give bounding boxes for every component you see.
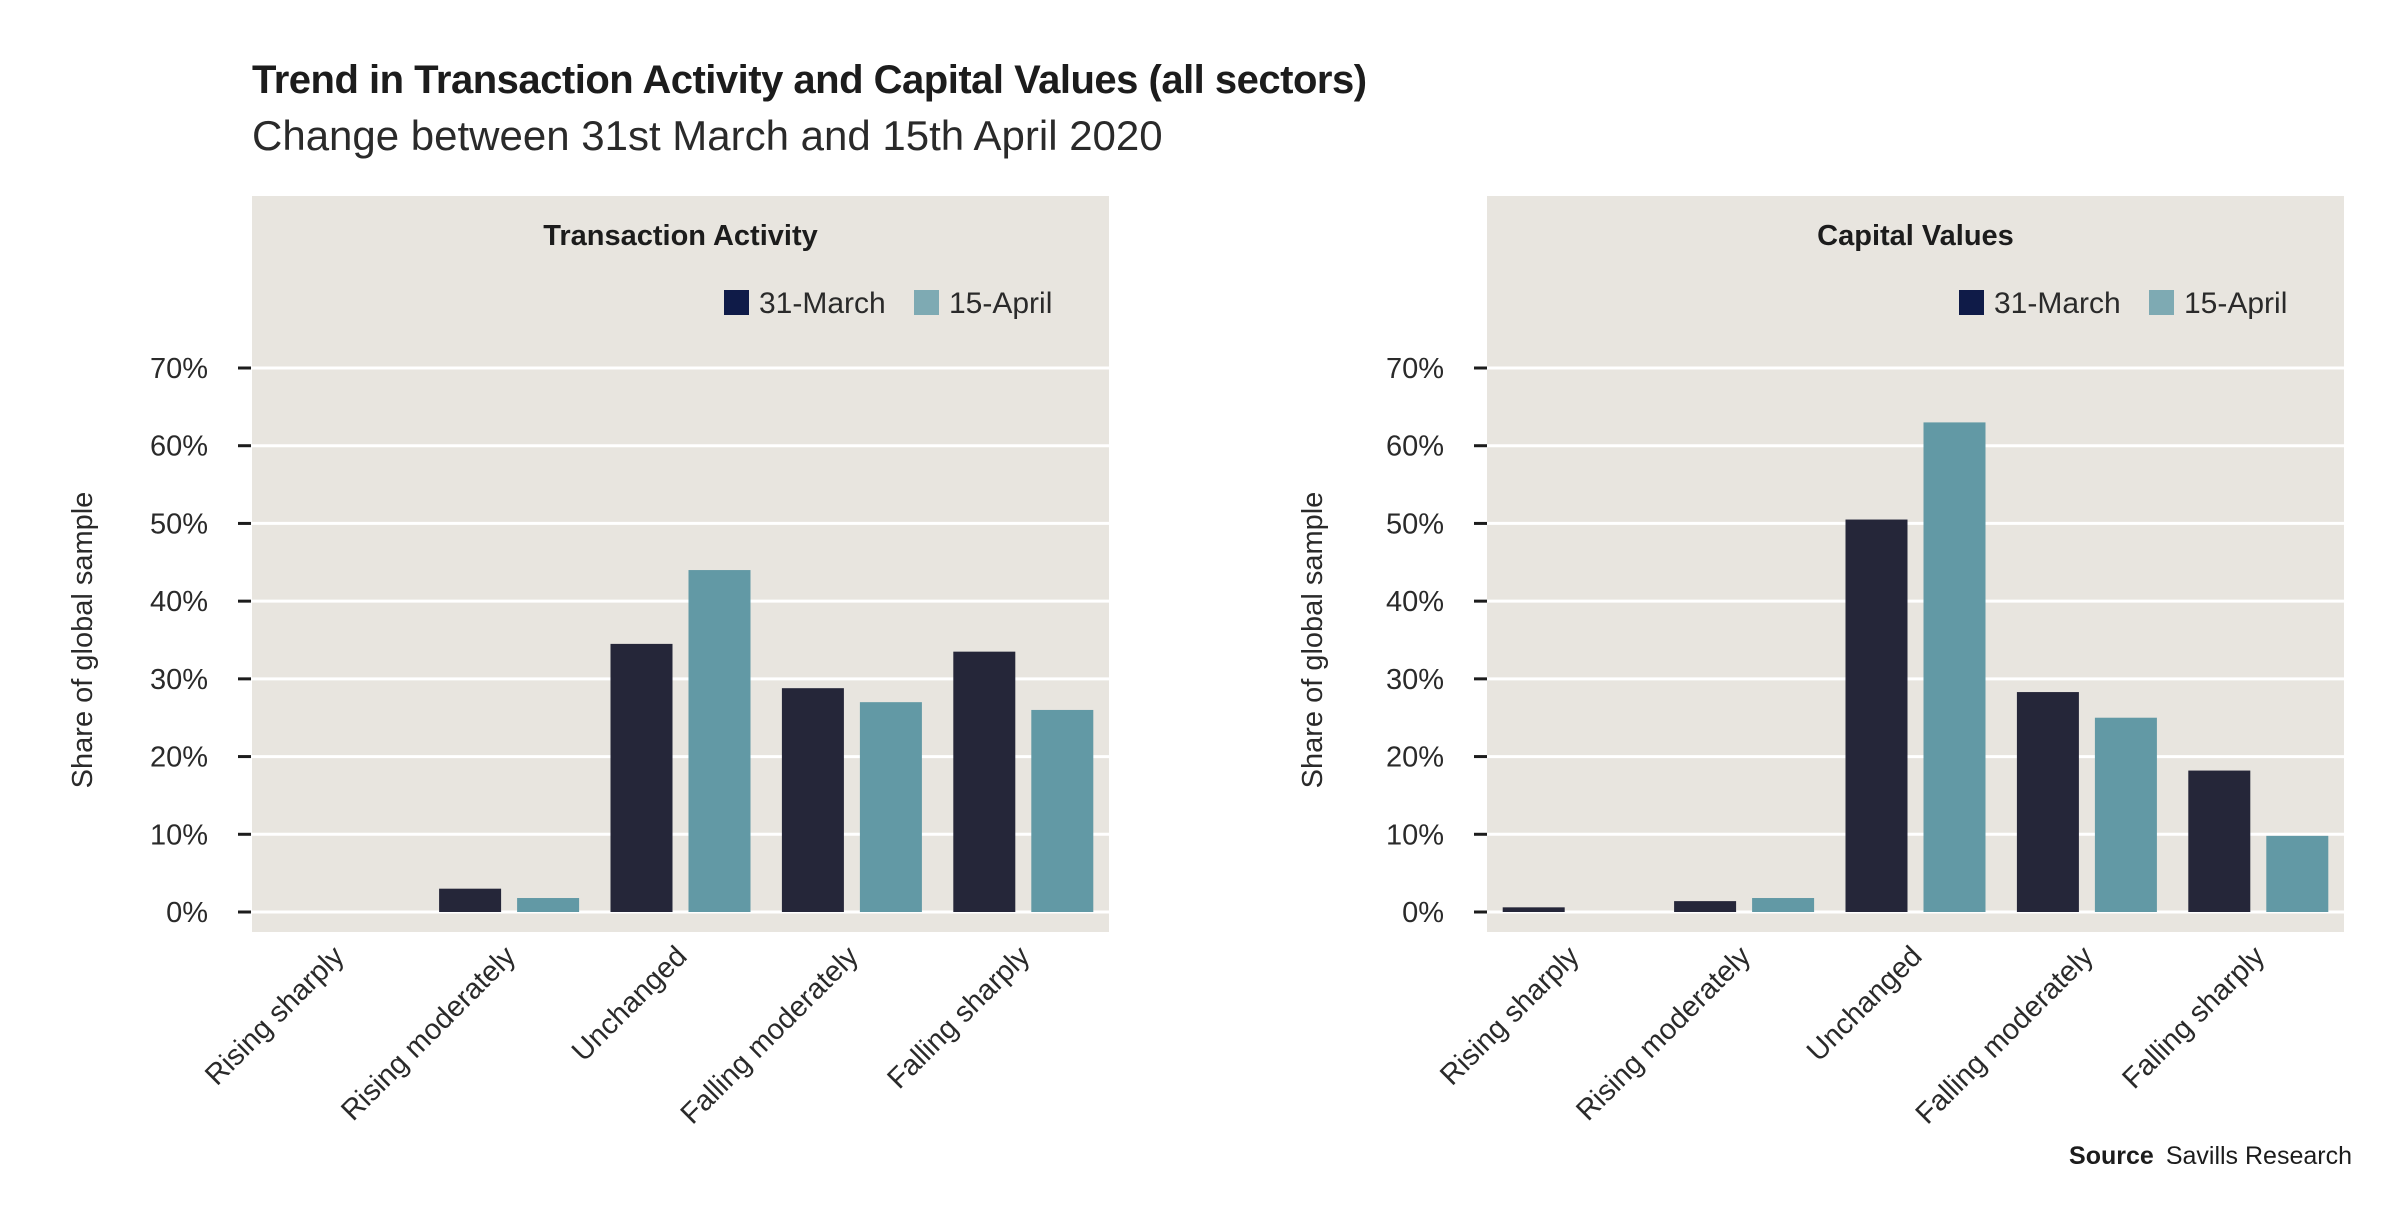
source-label: Source — [2069, 1142, 2154, 1170]
chart-0-ytick-label: 50% — [150, 508, 208, 540]
chart-1-ytick-label: 40% — [1386, 586, 1444, 618]
figure-subtitle: Change between 31st March and 15th April… — [252, 112, 1163, 159]
chart-0-bar-31-march-2 — [610, 643, 673, 912]
chart-1-ytick-label: 70% — [1386, 353, 1444, 385]
chart-0-ytick-label: 20% — [150, 742, 208, 774]
chart-0-legend-swatch-1 — [914, 290, 939, 315]
chart-0-ytick-label: 30% — [150, 664, 208, 696]
chart-1-bar-31-march-3 — [2016, 692, 2079, 912]
chart-0-bar-15-april-4 — [1031, 709, 1094, 912]
chart-0-y-axis-label: Share of global sample — [67, 492, 99, 789]
chart-0-bar-31-march-3 — [781, 688, 844, 912]
chart-0-ytick-label: 70% — [150, 353, 208, 385]
chart-1-ytick-label: 10% — [1386, 819, 1444, 851]
chart-1-bar-31-march-1 — [1674, 901, 1737, 912]
chart-1-bar-15-april-1 — [1752, 898, 1815, 912]
chart-0-bar-15-april-3 — [859, 702, 922, 912]
chart-1-title: Capital Values — [1817, 220, 2014, 252]
chart-1-y-axis-label: Share of global sample — [1297, 492, 1329, 789]
chart-1-legend-label-0: 31-March — [1994, 287, 2121, 320]
chart-0-legend-label-1: 15-April — [949, 287, 1052, 320]
chart-1-category-label: Rising moderately — [1570, 940, 1757, 1127]
chart-0-bar-31-march-1 — [439, 888, 502, 912]
chart-1-category-label: Falling moderately — [1910, 940, 2101, 1131]
chart-1-ytick-label: 60% — [1386, 431, 1444, 463]
chart-0-bar-31-march-4 — [953, 651, 1016, 912]
chart-0-legend-label-0: 31-March — [759, 287, 886, 320]
chart-1-ytick-label: 50% — [1386, 508, 1444, 540]
source-text: Savills Research — [2165, 1142, 2352, 1170]
chart-1-category-label: Unchanged — [1801, 940, 1929, 1068]
chart-1-bar-15-april-4 — [2266, 835, 2329, 912]
chart-0-bar-15-april-2 — [688, 570, 751, 912]
chart-1-bar-31-march-2 — [1845, 519, 1908, 912]
chart-1-legend-swatch-1 — [2149, 290, 2174, 315]
chart-1-bar-15-april-3 — [2094, 717, 2157, 912]
chart-1-legend-swatch-0 — [1959, 290, 1984, 315]
chart-0-title: Transaction Activity — [543, 220, 818, 252]
figure-title: Trend in Transaction Activity and Capita… — [252, 58, 1367, 102]
chart-1-ytick-label: 0% — [1402, 897, 1444, 929]
chart-0-ytick-label: 40% — [150, 586, 208, 618]
chart-0-bar-15-april-1 — [517, 898, 580, 912]
chart-0-ytick-label: 60% — [150, 431, 208, 463]
source-note: Source Savills Research — [2069, 1142, 2352, 1171]
chart-0-legend-swatch-0 — [724, 290, 749, 315]
chart-1-bar-31-march-4 — [2188, 770, 2251, 912]
chart-1-ytick-label: 20% — [1386, 742, 1444, 774]
chart-1-category-label: Rising sharply — [1434, 940, 1586, 1092]
chart-0-ytick-label: 10% — [150, 819, 208, 851]
chart-1-category-label: Falling sharply — [2116, 940, 2271, 1095]
chart-1-bar-31-march-0 — [1502, 907, 1565, 912]
chart-0-ytick-label: 0% — [166, 897, 208, 929]
chart-1-bar-15-april-2 — [1923, 422, 1986, 912]
chart-1-legend-label-1: 15-April — [2184, 287, 2287, 320]
chart-1-ytick-label: 30% — [1386, 664, 1444, 696]
